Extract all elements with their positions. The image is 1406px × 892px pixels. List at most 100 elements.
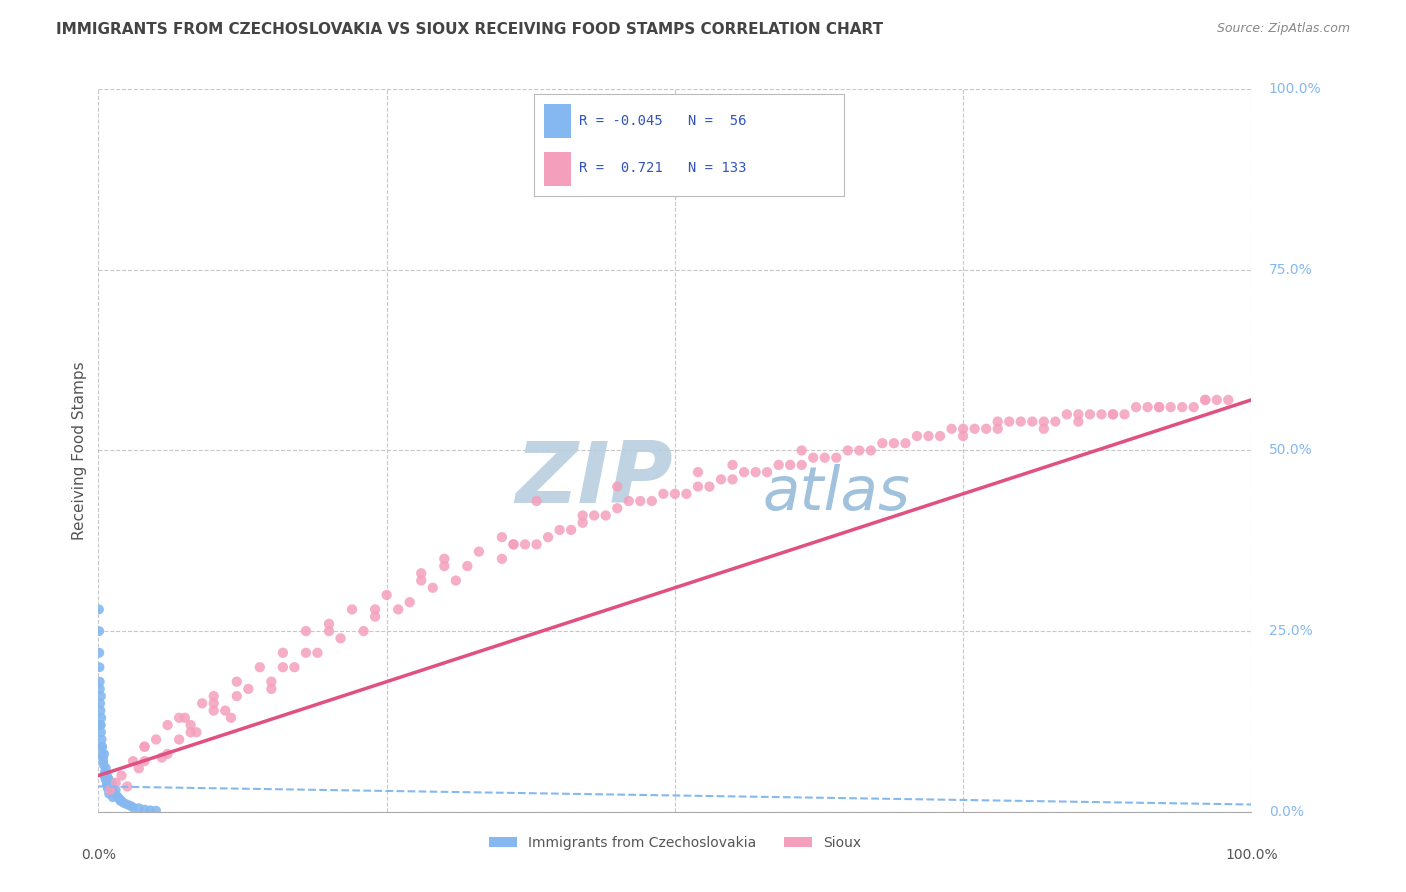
Point (686, 465, 709, 479)
Point (103, 787, 125, 801)
Point (91, 739, 114, 754)
Point (101, 776, 124, 790)
Text: atlas: atlas (762, 465, 910, 524)
Point (526, 537, 548, 551)
Point (98, 780, 121, 794)
Point (145, 804, 167, 818)
Point (104, 783, 127, 797)
Point (105, 789, 128, 803)
Point (122, 800, 145, 814)
Point (98, 783, 121, 797)
Point (456, 559, 478, 574)
Point (1205, 392, 1227, 407)
Point (422, 581, 444, 595)
Point (502, 537, 524, 551)
Point (1136, 400, 1159, 414)
Point (987, 415, 1010, 429)
Point (814, 450, 837, 465)
Point (94, 772, 117, 787)
Point (134, 739, 156, 754)
Point (134, 803, 156, 817)
Point (606, 501, 628, 516)
Point (1067, 407, 1090, 421)
Point (94, 764, 117, 779)
Point (90, 718, 112, 732)
Text: Source: ZipAtlas.com: Source: ZipAtlas.com (1216, 22, 1350, 36)
Point (94, 769, 117, 783)
Point (952, 429, 974, 443)
Point (93, 747, 115, 761)
Point (721, 472, 744, 486)
Point (271, 646, 294, 660)
Point (260, 681, 283, 696)
Point (295, 646, 318, 660)
Point (225, 689, 247, 703)
Point (502, 537, 524, 551)
Point (128, 761, 150, 775)
Point (1147, 400, 1170, 414)
Point (87, 602, 110, 616)
Point (375, 588, 398, 602)
Point (1160, 400, 1182, 414)
Point (491, 530, 513, 544)
Point (744, 465, 766, 479)
Point (998, 415, 1021, 429)
Point (801, 450, 824, 465)
Point (89, 624, 111, 639)
Point (329, 632, 352, 646)
Point (103, 784, 125, 798)
Point (107, 790, 129, 805)
Point (150, 750, 173, 764)
Point (89, 646, 111, 660)
Point (364, 602, 387, 616)
Point (90, 732, 112, 747)
Point (97, 780, 120, 794)
Point (675, 487, 697, 501)
Point (134, 754, 156, 768)
Point (340, 602, 363, 616)
Point (180, 725, 202, 739)
Point (89, 660, 111, 674)
Point (1021, 415, 1043, 429)
Text: R = -0.045   N =  56: R = -0.045 N = 56 (579, 114, 747, 128)
Point (104, 776, 127, 790)
Point (1032, 422, 1054, 436)
Point (101, 790, 124, 805)
Text: 100.0%: 100.0% (1225, 847, 1278, 862)
Text: IMMIGRANTS FROM CZECHOSLOVAKIA VS SIOUX RECEIVING FOOD STAMPS CORRELATION CHART: IMMIGRANTS FROM CZECHOSLOVAKIA VS SIOUX … (56, 22, 883, 37)
Point (444, 574, 467, 588)
Point (548, 523, 571, 537)
Point (433, 559, 456, 574)
Point (1102, 407, 1125, 421)
Point (96, 777, 118, 791)
Point (89, 674, 111, 689)
Point (117, 780, 139, 794)
Point (202, 689, 225, 703)
Point (98, 777, 121, 791)
Point (837, 443, 859, 458)
Text: 50.0%: 50.0% (1268, 443, 1312, 458)
Point (583, 508, 606, 523)
Point (1078, 407, 1101, 421)
Point (122, 754, 145, 768)
Point (90, 725, 112, 739)
Point (1032, 415, 1054, 429)
Point (100, 781, 122, 796)
Point (202, 704, 225, 718)
Point (790, 458, 813, 472)
Point (398, 595, 420, 609)
Point (537, 530, 560, 544)
Point (180, 718, 202, 732)
Point (97, 781, 120, 796)
Point (513, 537, 536, 551)
Point (526, 494, 548, 508)
Point (987, 422, 1010, 436)
Point (214, 704, 236, 718)
Point (929, 429, 952, 443)
Point (825, 450, 848, 465)
Point (89, 696, 111, 710)
Point (219, 711, 242, 725)
Text: R =  0.721   N = 133: R = 0.721 N = 133 (579, 161, 747, 175)
Point (1114, 407, 1136, 421)
Point (271, 660, 294, 674)
